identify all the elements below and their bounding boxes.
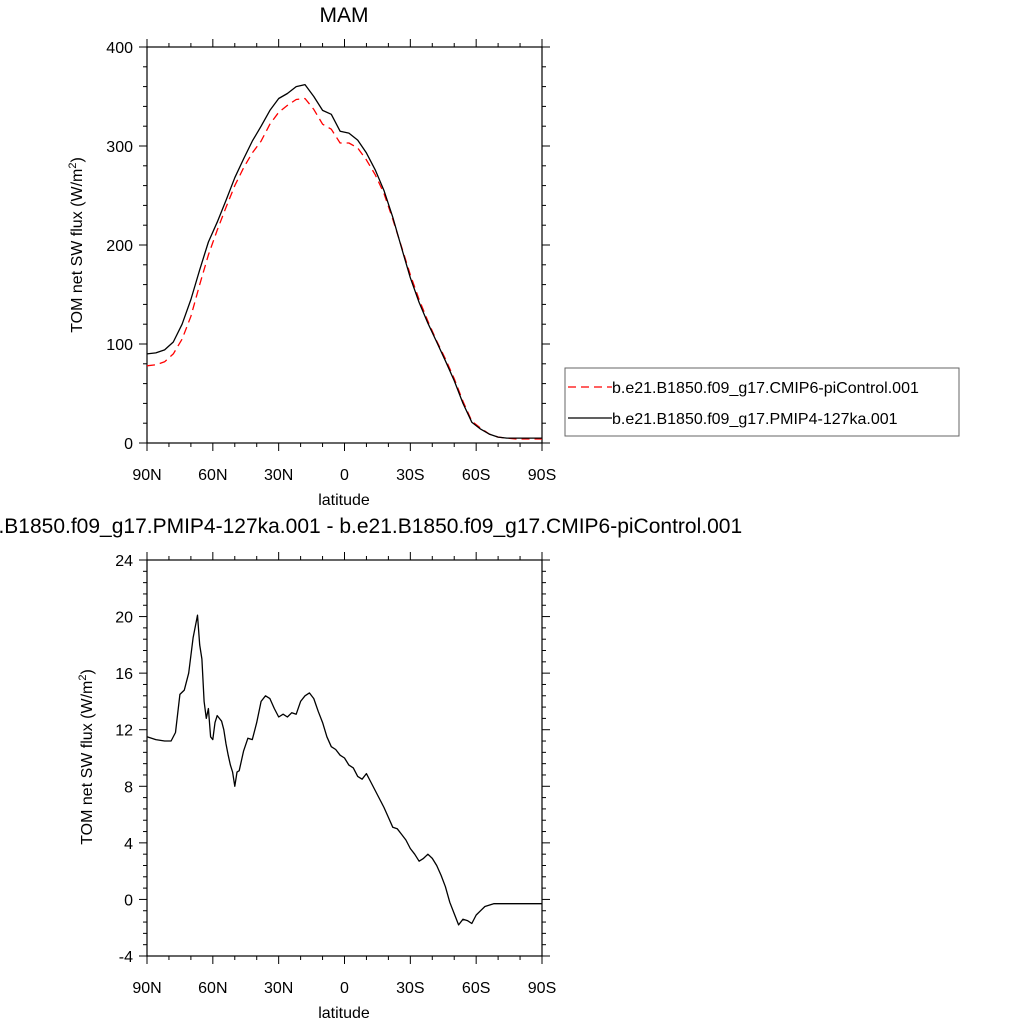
bottom-y-tick-label: 4 — [124, 836, 133, 853]
bottom-x-axis-label: latitude — [318, 1005, 370, 1022]
top-x-tick-label: 60S — [462, 467, 490, 484]
bottom-series-layer — [146, 614, 542, 926]
top-x-axis: 90N 60N 30N 0 30S 60S 90S — [132, 39, 556, 484]
top-panel: MAM 0 100 200 300 400 90N 60N 30N 0 30S 60S 90S la… — [67, 4, 960, 509]
top-x-tick-label: 90S — [528, 467, 556, 484]
bottom-x-tick-label: 30S — [396, 980, 424, 997]
legend-label-picontrol: b.e21.B1850.f09_g17.CMIP6-piControl.001 — [612, 380, 919, 397]
top-series-line-0 — [146, 97, 542, 440]
bottom-x-tick-label: 0 — [340, 980, 349, 997]
top-chart-title: MAM — [320, 4, 369, 27]
bottom-panel: b.e21.B1850.f09_g17.PMIP4-127ka.001 - b.… — [0, 515, 742, 1022]
top-y-tick-label: 400 — [106, 40, 133, 57]
bottom-y-axis: -4 0 4 8 12 16 20 24 — [115, 553, 550, 966]
top-plot-frame — [146, 46, 543, 444]
bottom-y-tick-label: 0 — [124, 892, 133, 909]
bottom-y-axis-label: TOM net SW flux (W/m2) — [77, 669, 96, 845]
bottom-x-tick-label: 60S — [462, 980, 490, 997]
bottom-chart-title: b.e21.B1850.f09_g17.PMIP4-127ka.001 - b.… — [0, 515, 742, 538]
bottom-x-tick-label: 60N — [198, 980, 227, 997]
legend-label-pmip4: b.e21.B1850.f09_g17.PMIP4-127ka.001 — [612, 411, 898, 428]
top-y-tick-label: 200 — [106, 238, 133, 255]
bottom-y-tick-label: 24 — [115, 553, 133, 570]
bottom-series-line-0 — [146, 614, 542, 926]
top-x-tick-label: 0 — [340, 467, 349, 484]
legend-box — [564, 367, 960, 437]
bottom-y-tick-label: 8 — [124, 779, 133, 796]
bottom-x-tick-label: 90S — [528, 980, 556, 997]
top-y-axis-label: TOM net SW flux (W/m2) — [67, 157, 86, 333]
top-y-axis: 0 100 200 300 400 — [106, 40, 550, 453]
top-series-layer — [146, 83, 542, 440]
bottom-x-tick-label: 30N — [264, 980, 293, 997]
bottom-x-axis: 90N 60N 30N 0 30S 60S 90S — [132, 552, 556, 997]
bottom-y-tick-label: 16 — [115, 666, 133, 683]
top-series-line-1 — [146, 83, 542, 439]
top-y-tick-label: 0 — [124, 436, 133, 453]
bottom-x-tick-label: 90N — [132, 980, 161, 997]
top-x-tick-label: 60N — [198, 467, 227, 484]
top-x-tick-label: 90N — [132, 467, 161, 484]
bottom-y-tick-label: 12 — [115, 723, 133, 740]
top-x-tick-label: 30S — [396, 467, 424, 484]
legend: b.e21.B1850.f09_g17.CMIP6-piControl.001 … — [564, 367, 960, 437]
bottom-y-tick-label: -4 — [119, 949, 133, 966]
top-x-axis-label: latitude — [318, 492, 370, 509]
bottom-y-tick-label: 20 — [115, 610, 133, 627]
top-x-tick-label: 30N — [264, 467, 293, 484]
top-y-tick-label: 100 — [106, 337, 133, 354]
top-y-tick-label: 300 — [106, 139, 133, 156]
